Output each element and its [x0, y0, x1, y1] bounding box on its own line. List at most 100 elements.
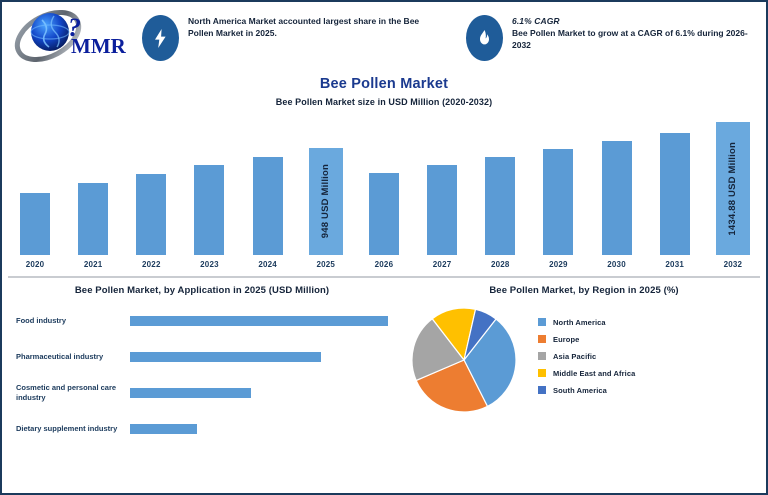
x-axis-tick: 2026: [374, 260, 394, 269]
x-axis-tick: 2024: [258, 260, 277, 269]
badge-cagr: 6.1% CAGR Bee Pollen Market to grow at a…: [466, 11, 764, 61]
region-pie-chart: [410, 306, 518, 414]
bar: [136, 174, 167, 255]
badge-north-america-body: North America Market accounted largest s…: [188, 16, 420, 38]
x-axis-tick: 2023: [200, 260, 219, 269]
bar-column: [594, 115, 640, 255]
application-label: Dietary supplement industry: [16, 423, 118, 433]
x-axis-tick: 2031: [665, 260, 685, 269]
bar-column: [477, 115, 523, 255]
bar-column: [186, 115, 232, 255]
badge-cagr-text: 6.1% CAGR Bee Pollen Market to grow at a…: [512, 11, 764, 51]
application-bar-list: Food industry Pharmaceutical industry Cosm…: [2, 306, 402, 444]
x-axis-tick: 2022: [142, 260, 161, 269]
application-bar: [130, 424, 198, 434]
x-axis-tick: 2032: [723, 260, 743, 269]
application-bar: [130, 352, 321, 362]
header: ? MMR North America Market accounted lar…: [2, 2, 766, 70]
lightning-bolt-icon: [142, 15, 179, 61]
legend-item: North America: [538, 318, 635, 327]
application-row: Food industry: [2, 306, 402, 336]
legend-swatch: [538, 352, 546, 360]
x-axis-tick: 2021: [83, 260, 103, 269]
bar-column: [12, 115, 58, 255]
x-axis-tick: 2029: [549, 260, 568, 269]
bar-column: [535, 115, 581, 255]
legend-label: North America: [553, 317, 606, 327]
x-axis-tick: 2020: [25, 260, 45, 269]
legend-label: South America: [553, 385, 607, 395]
application-row: Dietary supplement industry: [2, 414, 402, 444]
x-axis-tick: 2030: [607, 260, 626, 269]
bar-column: [70, 115, 116, 255]
bar-value-label: 1434.88 USD Million: [727, 141, 739, 236]
bar: [659, 133, 690, 255]
bar-column: [419, 115, 465, 255]
bar: [252, 157, 283, 255]
pie-legend: North America Europe Asia Pacific Middle Ea…: [538, 318, 635, 403]
badge-north-america: North America Market accounted largest s…: [142, 11, 440, 61]
application-label: Cosmetic and personal care industry: [16, 382, 117, 402]
x-axis-tick: 2025: [316, 260, 336, 269]
x-axis-labels: 2020 2021 2022 2023 2024 2025 2026 2027 2028 2029…: [12, 260, 756, 269]
chart-title: Bee Pollen Market: [319, 76, 449, 92]
application-bar-track: [130, 424, 402, 434]
application-heading: Bee Pollen Market, by Application in 202…: [74, 285, 330, 296]
bar: 1434.88 USD Million: [715, 122, 750, 255]
application-row: Cosmetic and personal care industry: [2, 378, 402, 408]
legend-label: Europe: [553, 334, 580, 344]
legend-item: South America: [538, 386, 635, 395]
bar: [601, 141, 632, 255]
bar: [427, 165, 458, 255]
region-panel: Bee Pollen Market, by Region in 2025 (%)…: [402, 285, 766, 450]
application-bar-track: [130, 316, 402, 326]
bottom-panels: Bee Pollen Market, by Application in 202…: [2, 285, 766, 450]
legend-swatch: [538, 335, 546, 343]
chart-subtitle: Bee Pollen Market size in USD Million (2…: [275, 97, 493, 107]
bar: 948 USD Million: [308, 148, 343, 255]
application-label: Pharmaceutical industry: [16, 351, 104, 361]
legend-label: Asia Pacific: [553, 351, 597, 361]
bar: [194, 165, 225, 255]
flame-icon: [466, 15, 503, 61]
svg-text:?: ?: [68, 13, 81, 42]
badge-north-america-text: North America Market accounted largest s…: [188, 11, 440, 39]
application-row: Pharmaceutical industry: [2, 342, 402, 372]
bar-column: [652, 115, 698, 255]
bar: [78, 183, 109, 255]
bar-series: 948 USD Million 1434.88 USD Million: [12, 115, 756, 255]
pie-chart-area: North America Europe Asia Pacific Middle Ea…: [402, 306, 766, 414]
legend-item: Asia Pacific: [538, 352, 635, 361]
legend-label: Middle East and Africa: [553, 368, 636, 378]
x-axis-tick: 2028: [490, 260, 510, 269]
region-heading: Bee Pollen Market, by Region in 2025 (%): [489, 285, 679, 296]
bar-column: [361, 115, 407, 255]
pie-slice: [463, 308, 497, 361]
legend-swatch: [538, 386, 546, 394]
bar: [368, 173, 399, 255]
bar-value-label: 948 USD Million: [320, 164, 332, 239]
badge-cagr-title: 6.1% CAGR: [512, 16, 560, 26]
legend-swatch: [538, 318, 546, 326]
bar-column: 1434.88 USD Million: [710, 115, 756, 255]
bar: [20, 193, 50, 255]
application-bar-track: [130, 388, 402, 398]
application-panel: Bee Pollen Market, by Application in 202…: [2, 285, 402, 450]
badge-cagr-body: Bee Pollen Market to grow at a CAGR of 6…: [512, 28, 748, 50]
application-label: Food industry: [16, 315, 66, 325]
application-bar-track: [130, 352, 402, 362]
application-bar: [130, 388, 252, 398]
bar: [543, 149, 574, 255]
bar-column: [128, 115, 174, 255]
application-bar: [130, 316, 388, 326]
bar-column: 948 USD Million: [303, 115, 349, 255]
bar: [485, 157, 516, 255]
legend-swatch: [538, 369, 546, 377]
x-axis-tick: 2027: [432, 260, 452, 269]
mmr-logo: ? MMR: [8, 6, 136, 66]
legend-item: Middle East and Africa: [538, 369, 635, 378]
main-chart: Bee Pollen Market Bee Pollen Market size…: [2, 76, 766, 269]
svg-text:MMR: MMR: [71, 34, 127, 58]
bar-column: [245, 115, 291, 255]
